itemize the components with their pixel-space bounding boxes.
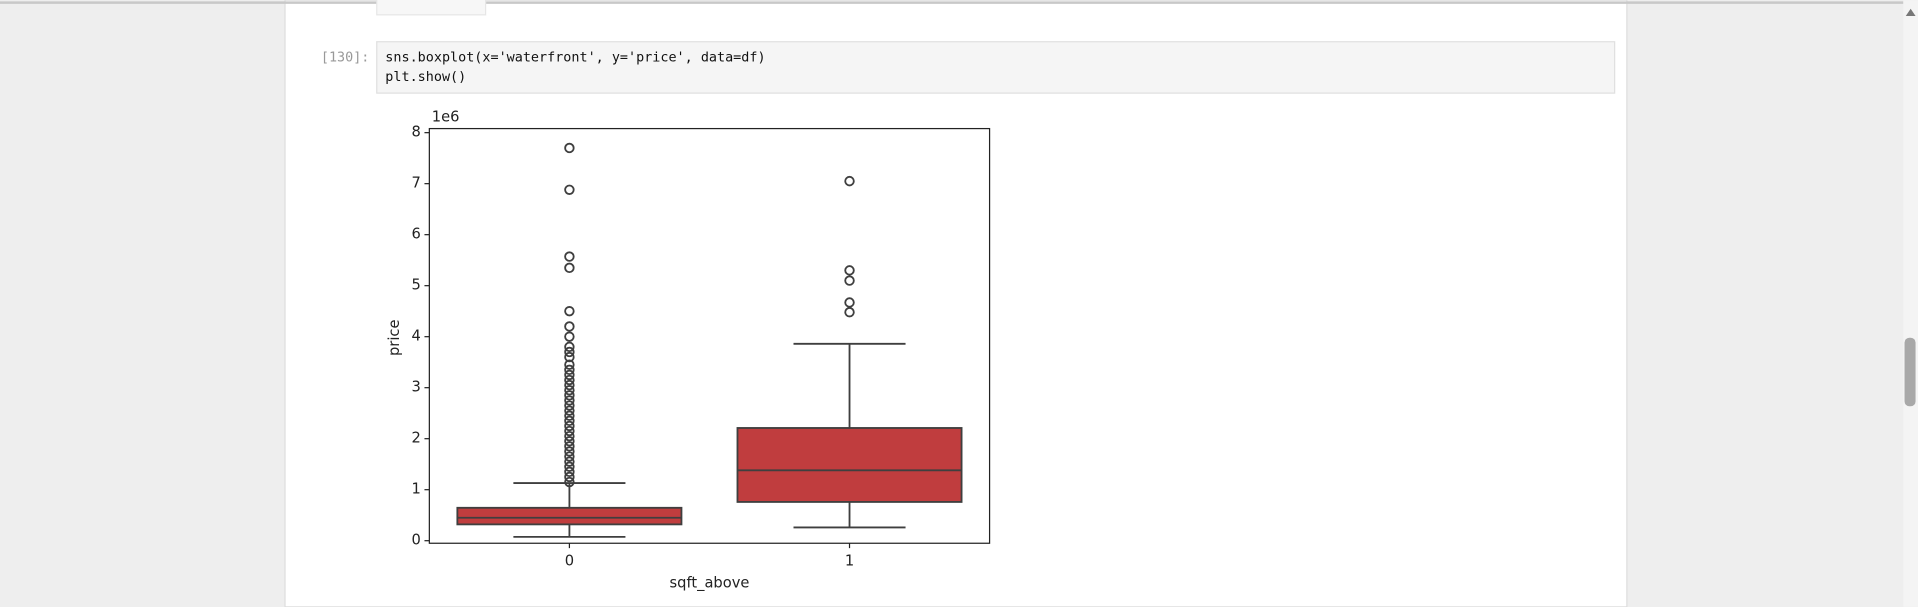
code-line: plt.show()	[385, 70, 466, 85]
scroll-thumb[interactable]	[1904, 337, 1916, 407]
outlier	[564, 430, 575, 442]
outlier	[564, 410, 575, 421]
y-tick-label: 3	[411, 379, 420, 396]
outlier	[844, 297, 855, 308]
outlier	[564, 471, 575, 483]
outlier	[564, 251, 575, 262]
y-tick-label: 1	[411, 481, 420, 498]
x-tick-label: 1	[845, 553, 854, 570]
outlier	[564, 341, 575, 353]
cell-prompt: [130]:	[321, 51, 370, 66]
box	[456, 506, 683, 526]
outlier	[564, 385, 575, 396]
scrollbar[interactable]	[1903, 0, 1918, 607]
outlier	[564, 374, 575, 386]
plot-frame	[428, 127, 991, 544]
outlier	[844, 175, 855, 187]
y-tick-label: 7	[411, 175, 420, 192]
y-tick-label: 6	[411, 226, 420, 243]
scroll-up-arrow[interactable]	[1905, 8, 1916, 17]
x-axis-label: sqft_above	[670, 575, 750, 592]
outlier	[564, 456, 575, 467]
outlier	[564, 305, 575, 317]
outlier	[844, 275, 855, 286]
outlier	[844, 306, 855, 318]
outlier	[564, 395, 575, 406]
outlier	[564, 369, 575, 381]
y-tick-label: 4	[411, 328, 420, 345]
outlier	[564, 331, 575, 342]
previous-output	[376, 0, 487, 16]
box	[736, 427, 963, 503]
outlier	[564, 420, 575, 432]
y-tick-label: 8	[411, 124, 420, 141]
x-tick-label: 0	[565, 553, 574, 570]
code-line: sns.boxplot(x='waterfront', y='price', d…	[385, 51, 765, 66]
offset-text: 1e6	[432, 109, 460, 126]
outlier	[564, 390, 575, 401]
outlier	[564, 446, 575, 457]
outlier	[564, 441, 575, 452]
outlier	[564, 451, 575, 462]
outlier	[564, 321, 575, 332]
outlier	[564, 466, 575, 478]
outlier	[564, 405, 575, 416]
y-tick-label: 2	[411, 430, 420, 447]
notebook-panel	[284, 0, 1628, 607]
outlier	[564, 476, 575, 488]
outlier	[564, 400, 575, 411]
code-cell[interactable]	[376, 41, 1616, 94]
y-axis-label: price	[386, 320, 403, 356]
outlier	[564, 184, 575, 195]
outlier	[564, 415, 575, 427]
outlier	[564, 262, 575, 274]
outlier	[564, 142, 575, 154]
y-tick-label: 0	[411, 532, 420, 549]
outlier	[564, 364, 575, 376]
outlier	[564, 351, 575, 363]
outlier	[564, 346, 575, 358]
outlier	[564, 436, 575, 447]
outlier	[844, 265, 855, 276]
y-tick-label: 5	[411, 277, 420, 294]
outlier	[564, 461, 575, 472]
outlier	[564, 425, 575, 437]
chart: 1e6 price sqft_above 0 1 2 3 4 5 6 7 8 0 1	[386, 109, 991, 592]
outlier	[564, 379, 575, 391]
